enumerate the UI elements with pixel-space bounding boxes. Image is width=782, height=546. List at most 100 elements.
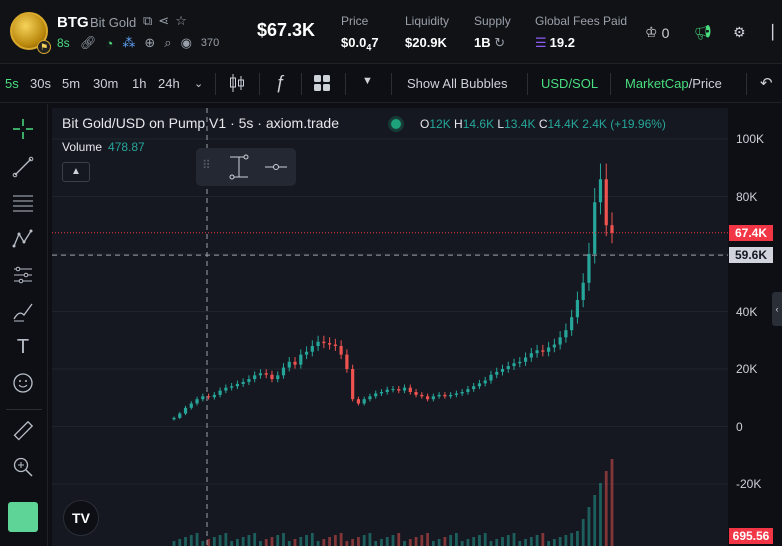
show-bubbles-button[interactable]: Show All Bubbles bbox=[407, 76, 508, 91]
volume-bar bbox=[270, 537, 274, 546]
share-icon[interactable]: ⋖ bbox=[158, 13, 170, 28]
emoji-icon[interactable] bbox=[10, 370, 36, 396]
volume-bar bbox=[218, 535, 222, 546]
timeframe-1h[interactable]: 1h bbox=[132, 76, 147, 91]
candle bbox=[558, 337, 562, 345]
volume-bar bbox=[599, 483, 602, 546]
candle bbox=[518, 361, 522, 364]
volume-bar bbox=[207, 539, 210, 546]
bubblemap-icon[interactable]: ⁂ bbox=[122, 35, 136, 50]
volume-bar bbox=[357, 537, 360, 546]
volume-bar bbox=[212, 537, 216, 546]
divider bbox=[301, 73, 302, 95]
volume-bar bbox=[172, 541, 176, 546]
collapse-legend-button[interactable]: ▲ bbox=[62, 162, 90, 182]
candle bbox=[431, 396, 435, 400]
divider bbox=[527, 73, 528, 95]
volume-bar bbox=[403, 541, 406, 546]
stat-label: Global Fees Paid bbox=[535, 14, 628, 28]
candle bbox=[212, 394, 216, 398]
indicators-icon[interactable]: ƒ bbox=[275, 72, 286, 92]
volume-bar bbox=[454, 533, 458, 546]
volume-bar bbox=[184, 537, 187, 546]
layout-icon[interactable] bbox=[313, 74, 331, 95]
token-age: 8s bbox=[57, 36, 70, 50]
divider bbox=[746, 73, 747, 95]
volume-bar bbox=[564, 535, 568, 546]
timeframe-5m[interactable]: 5m bbox=[62, 76, 81, 91]
link-icon[interactable]: 🔗︎ bbox=[80, 35, 97, 50]
timeframe-30m[interactable]: 30m bbox=[93, 76, 119, 91]
expand-panel-icon[interactable]: ‹ bbox=[772, 292, 782, 326]
crosshair-icon[interactable] bbox=[10, 116, 36, 142]
color-swatch-button[interactable] bbox=[8, 502, 38, 532]
volume-bar bbox=[362, 535, 366, 546]
search-icon[interactable]: ⌕ bbox=[164, 35, 172, 50]
volume-bar bbox=[495, 539, 499, 546]
settings-icon[interactable]: ⚙ bbox=[733, 24, 746, 40]
brush-icon[interactable] bbox=[10, 298, 36, 324]
star-icon[interactable]: ☆ bbox=[175, 13, 187, 28]
zoom-in-icon[interactable] bbox=[10, 454, 36, 480]
more-icon[interactable]: ▏ bbox=[772, 24, 782, 40]
prediction-icon[interactable] bbox=[10, 262, 36, 288]
ruler-icon[interactable] bbox=[10, 418, 36, 444]
candle bbox=[316, 341, 320, 346]
volume-bar bbox=[558, 537, 562, 546]
pie-icon[interactable]: ◔ bbox=[105, 35, 114, 51]
candle bbox=[362, 399, 366, 404]
text-icon[interactable]: T bbox=[16, 335, 30, 358]
volume-bar bbox=[408, 539, 412, 546]
price-chart[interactable] bbox=[52, 108, 728, 546]
copy-icon[interactable]: ⧉ bbox=[143, 13, 153, 28]
volume-bar bbox=[316, 541, 320, 546]
candle bbox=[328, 343, 332, 345]
candles-icon[interactable] bbox=[229, 73, 245, 96]
candle bbox=[356, 399, 361, 404]
drag-handle-icon[interactable]: ⠿ bbox=[202, 158, 211, 172]
timeframe-30s[interactable]: 30s bbox=[30, 76, 51, 91]
price-axis[interactable] bbox=[728, 108, 782, 546]
candle bbox=[310, 346, 314, 352]
timeframe-dropdown-icon[interactable]: ⌄ bbox=[194, 78, 204, 90]
y-tick-label: 80K bbox=[736, 189, 758, 204]
candle bbox=[189, 403, 193, 408]
globe-icon[interactable]: ⊕ bbox=[144, 35, 156, 50]
volume-bar bbox=[610, 459, 614, 546]
stat-value: $0.047 bbox=[341, 35, 379, 53]
pair-toggle[interactable]: USD/SOL bbox=[541, 76, 599, 91]
candle bbox=[598, 179, 603, 203]
trendline-icon[interactable] bbox=[10, 154, 36, 180]
token-header: ⚑ BTG Bit Gold ⧉ ⋖ ☆ 8s 🔗︎ ◔ ⁂ ⊕ ⌕ ◉ 370… bbox=[0, 0, 782, 64]
candle bbox=[604, 179, 608, 226]
candle bbox=[454, 393, 458, 395]
fib-icon[interactable] bbox=[10, 190, 36, 216]
horizontal-line-icon[interactable] bbox=[264, 158, 288, 176]
volume-bar bbox=[466, 539, 470, 546]
undo-icon[interactable]: ↶ bbox=[760, 75, 773, 92]
stat-price: Price $0.047 bbox=[341, 14, 379, 53]
volume-bar bbox=[547, 541, 551, 546]
tradingview-logo[interactable]: TV bbox=[63, 500, 99, 536]
volume-bar bbox=[264, 539, 268, 546]
volume-bar bbox=[322, 539, 326, 546]
candle bbox=[253, 375, 257, 380]
holders-button[interactable]: ♔ 0 bbox=[645, 24, 669, 41]
volume-bar bbox=[443, 537, 447, 546]
candle bbox=[402, 387, 407, 391]
mode-toggle[interactable]: MarketCap/Price bbox=[625, 76, 722, 91]
chart-toolbar: 5s 30s 5m 30m 1h 24h ⌄ ƒ ▼ Show All Bubb… bbox=[0, 65, 782, 103]
timeframe-24h[interactable]: 24h bbox=[158, 76, 180, 91]
timeframe-5s[interactable]: 5s bbox=[5, 76, 19, 91]
volume-bar bbox=[368, 533, 372, 546]
chart-pane[interactable] bbox=[52, 108, 728, 546]
caret-down-icon[interactable]: ▼ bbox=[362, 75, 373, 87]
candle bbox=[460, 392, 464, 394]
token-logo[interactable] bbox=[10, 12, 48, 50]
stat-value: ☰ 19.2 bbox=[535, 35, 575, 50]
pattern-icon[interactable] bbox=[10, 226, 36, 252]
y-tick-label: -20K bbox=[736, 477, 762, 491]
megaphone-icon[interactable]: 📢︎ bbox=[694, 24, 712, 40]
measure-tool-icon[interactable] bbox=[226, 154, 252, 180]
volume-bar bbox=[310, 533, 314, 546]
